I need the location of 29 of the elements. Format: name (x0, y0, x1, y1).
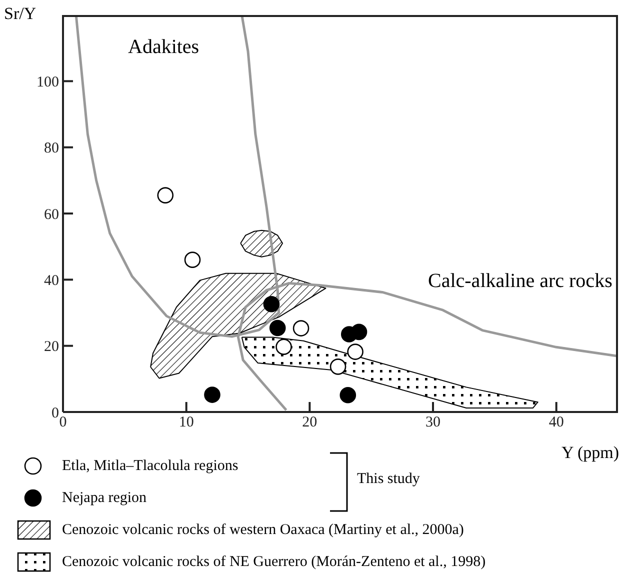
y-tick-label: 40 (44, 272, 59, 289)
y-tick-label: 100 (36, 74, 59, 90)
point (276, 338, 292, 355)
point (269, 320, 286, 336)
y-tick-label: 20 (44, 339, 59, 356)
y-tick-label: 80 (44, 140, 59, 157)
legend-label: Etla, Mitla–Tlacolula regions (62, 458, 238, 474)
point (157, 187, 174, 204)
x-axis-title: Y (ppm) (562, 443, 619, 463)
legend-label: Cenozoic volcanic rocks of western Oaxaca (Martiny et al., 2000a) (62, 522, 464, 538)
point (330, 358, 346, 375)
point (204, 386, 220, 403)
legend-label: Nejapa region (62, 490, 147, 506)
annotation: Adakites (128, 36, 200, 59)
point (350, 324, 368, 340)
y-axis-title: Sr/Y (4, 4, 36, 24)
x-tick-label: 30 (426, 414, 440, 431)
y-tick-label: 60 (44, 206, 59, 223)
x-tick-label: 20 (302, 414, 318, 431)
point (347, 344, 364, 360)
x-tick-label: 40 (548, 414, 564, 431)
x-tick-label: 10 (178, 414, 194, 431)
legend-label: Cenozoic volcanic rocks of NE Guerrero (Morán-Zenteno et al., 1998) (62, 554, 486, 570)
text: This study (357, 471, 420, 488)
point (263, 296, 280, 312)
point (292, 320, 310, 336)
point (184, 252, 201, 268)
annotation: Calc-alkaline arc rocks (428, 270, 612, 293)
point (340, 386, 356, 404)
